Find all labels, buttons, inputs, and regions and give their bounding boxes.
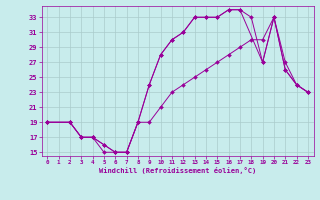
X-axis label: Windchill (Refroidissement éolien,°C): Windchill (Refroidissement éolien,°C) [99,167,256,174]
